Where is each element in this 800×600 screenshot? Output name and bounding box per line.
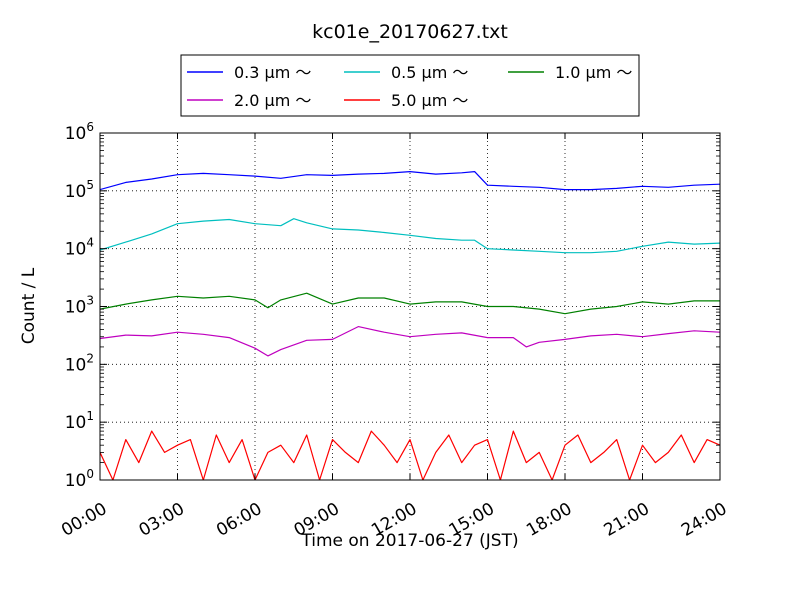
- y-tick-label: 104: [65, 236, 94, 260]
- legend-box: [180, 54, 640, 117]
- legend-label: 0.3 µm ～: [234, 63, 311, 82]
- y-tick-label: 101: [65, 409, 94, 433]
- y-tick-label: 102: [65, 351, 94, 375]
- x-tick-label: 03:00: [136, 499, 188, 541]
- y-tick-label: 100: [65, 467, 94, 491]
- x-tick-label: 18:00: [523, 499, 575, 541]
- series-line-5: [100, 430, 720, 480]
- y-axis-title: Count / L: [19, 267, 39, 344]
- y-tick-label: 105: [65, 178, 94, 202]
- x-tick-label: 24:00: [678, 499, 730, 541]
- legend-label: 0.5 µm ～: [391, 63, 468, 82]
- x-tick-label: 21:00: [601, 499, 653, 541]
- legend: 0.3 µm ～ 0.5 µm ～ 1.0 µm ～ 2.0 µm ～ 5.0 µm ～: [180, 54, 640, 117]
- y-tick-label: 103: [65, 294, 94, 318]
- series-line-1: [100, 171, 720, 191]
- legend-label: 1.0 µm ～: [555, 63, 632, 82]
- series-layer: [100, 171, 720, 480]
- series-line-4: [100, 326, 720, 357]
- y-tick-label: 106: [65, 120, 94, 144]
- x-axis-title: Time on 2017-06-27 (JST): [300, 531, 518, 551]
- x-tick-label: 06:00: [213, 499, 265, 541]
- series-line-2: [100, 218, 720, 254]
- legend-label: 5.0 µm ～: [391, 91, 468, 110]
- x-tick-label: 00:00: [58, 499, 110, 541]
- chart-title: kc01e_20170627.txt: [312, 21, 508, 43]
- series-line-3: [100, 292, 720, 315]
- legend-label: 2.0 µm ～: [234, 91, 311, 110]
